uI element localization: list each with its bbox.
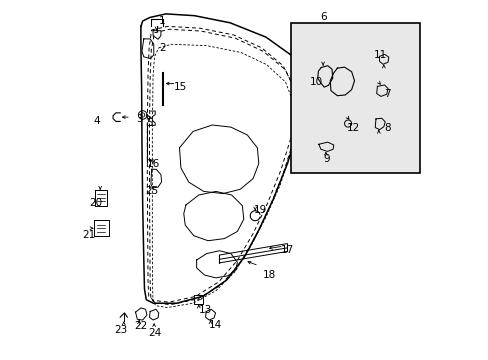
Text: 5: 5: [146, 118, 153, 128]
Bar: [290, 23, 419, 173]
Text: 10: 10: [309, 77, 322, 87]
Text: 20: 20: [89, 198, 102, 208]
Text: 16: 16: [146, 159, 160, 169]
Text: 3: 3: [136, 114, 142, 124]
Text: 17: 17: [280, 245, 293, 255]
Text: 25: 25: [145, 186, 158, 196]
Text: 21: 21: [82, 230, 96, 240]
Text: 24: 24: [147, 328, 161, 338]
Text: 18: 18: [263, 270, 276, 280]
Text: 9: 9: [323, 154, 329, 163]
Text: 13: 13: [198, 305, 211, 315]
Text: 23: 23: [114, 325, 128, 335]
Text: 15: 15: [173, 82, 186, 92]
Text: 22: 22: [134, 321, 147, 332]
Text: 19: 19: [253, 205, 266, 215]
Text: 8: 8: [383, 123, 390, 133]
Text: 2: 2: [159, 43, 165, 53]
Text: 6: 6: [319, 13, 325, 22]
Text: 14: 14: [209, 320, 222, 330]
Text: 11: 11: [373, 50, 386, 60]
Text: 12: 12: [346, 123, 359, 133]
Text: 4: 4: [93, 116, 100, 126]
Text: 1: 1: [159, 16, 165, 26]
Text: 7: 7: [383, 89, 390, 99]
